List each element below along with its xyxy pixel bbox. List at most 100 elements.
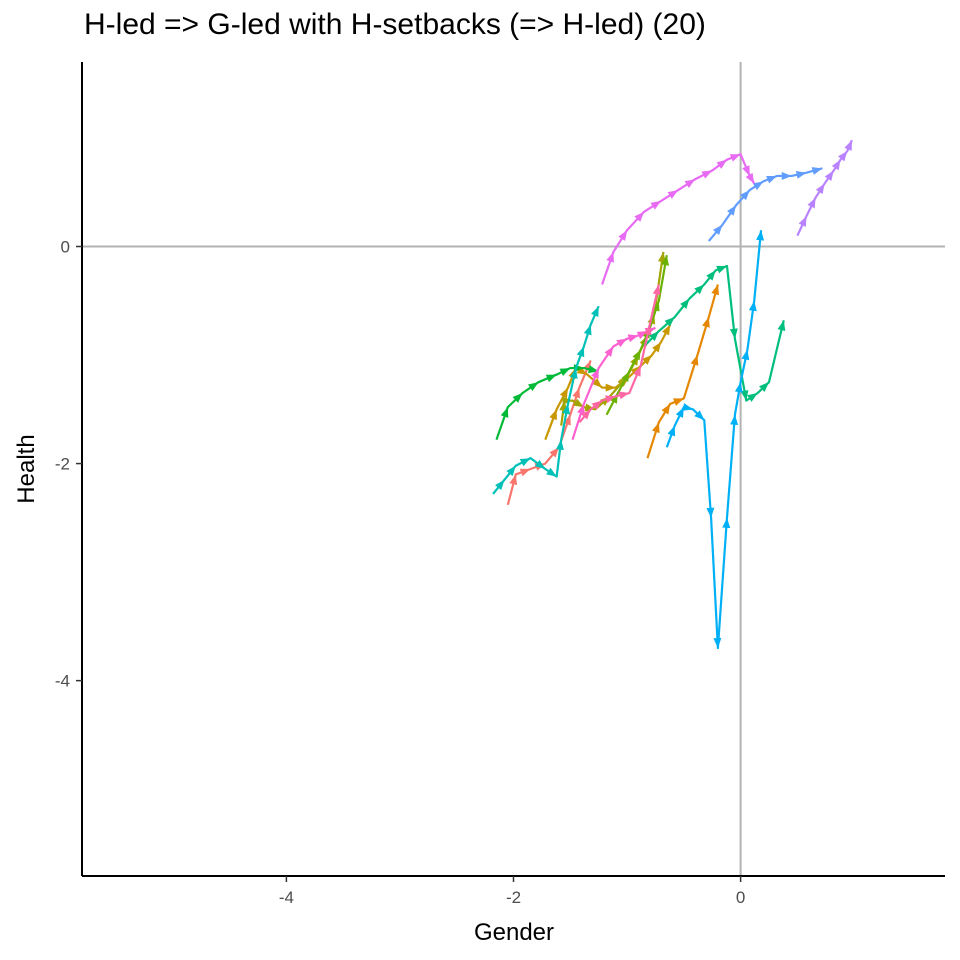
arrowhead-point [727,205,737,216]
arrowhead-point [662,324,671,336]
x-axis-title: Gender [474,919,554,946]
arrowhead-point [500,407,509,418]
tick-marks: -4 -2 0 -4 -2 0 [55,238,745,907]
series-path [578,284,661,424]
arrowhead-point [581,409,591,420]
arrowhead-point [742,165,750,176]
arrowhead-point [661,403,671,415]
arrowhead-point [606,251,614,263]
arrowhead-point [706,270,716,281]
arrowhead-point [730,414,739,426]
arrowhead-point [729,328,738,339]
arrowhead-point [752,181,764,191]
arrowhead-point [549,409,557,421]
arrowhead-point [652,342,662,353]
arrowhead-point [519,458,531,467]
arrowhead-point [549,447,559,458]
arrowhead-point [559,368,571,376]
arrowhead-point [642,355,653,365]
arrowhead-point [712,224,723,236]
arrowhead-point [701,170,713,179]
arrowhead-point [716,265,727,274]
arrowhead-point [633,365,641,377]
arrowhead-point [591,368,599,379]
arrowhead-point [838,150,848,162]
chart-title: H-led => G-led with H-setbacks (=> H-led… [84,8,706,41]
arrowhead-point [604,395,616,404]
reference-lines [82,62,945,876]
arrowhead-point [584,403,596,412]
arrowhead-point [713,637,722,649]
series-path [506,360,592,506]
series-path [646,284,720,459]
x-tick-label: -2 [506,888,521,907]
arrowhead-point [673,398,684,406]
arrowhead-point [643,324,652,336]
arrowhead-point [702,317,710,328]
arrowhead-point [652,284,661,296]
arrowhead-point [664,317,675,327]
arrowhead-point [591,377,603,388]
arrowhead-point [675,407,684,418]
arrowhead-point [650,200,662,210]
series-path [492,305,600,495]
arrowhead-point [591,306,599,317]
series-line [492,305,600,495]
arrowhead-point [716,159,727,169]
arrowhead-point [807,197,816,209]
arrowhead-point [811,167,823,175]
arrowhead-point [627,334,639,343]
arrowhead-point [824,170,834,182]
arrowhead-point [706,507,715,518]
y-tick-label: 0 [61,238,70,257]
arrowhead-point [766,175,777,184]
arrowhead-point [577,403,585,415]
arrowhead-point [711,284,720,296]
arrowhead-point [652,422,660,434]
series-path [665,230,765,650]
arrowhead-point [740,190,750,201]
arrowhead-point [690,355,699,366]
series-line [578,284,660,424]
arrowhead-point [573,398,584,408]
arrowhead-point [506,465,516,477]
arrowhead-point [591,400,603,410]
arrowhead-point [604,346,614,357]
arrowhead-point [556,439,564,451]
arrowhead-point [657,251,666,263]
arrowhead-point [527,382,539,392]
arrowhead-point [684,179,696,188]
x-tick-label: -4 [279,888,294,907]
arrowhead-point [649,331,659,342]
y-tick-label: -2 [55,455,70,474]
arrowhead-point [630,365,641,376]
arrowhead-point [546,467,557,477]
series-line [506,360,592,506]
arrowhead-point [667,190,679,199]
arrowhead-point [831,159,841,171]
series-path [643,264,786,402]
arrowhead-point [605,383,616,392]
arrowhead-point [844,140,852,151]
arrowhead-point [572,387,580,399]
arrowhead-point [748,300,757,312]
arrowhead-point [722,517,731,529]
arrowhead-point [618,230,628,241]
series-layer [492,139,853,650]
arrowhead-point [509,474,518,486]
arrowhead-point [534,459,546,469]
x-tick-label: 0 [736,888,745,907]
arrowhead-point [740,390,749,401]
arrowhead-point [576,366,588,375]
arrowhead-point [682,403,693,411]
arrowhead-point [729,154,741,162]
arrowhead-point [745,172,755,184]
arrowhead-point [583,324,592,336]
arrowhead-point [777,320,786,331]
arrowhead-point [634,211,645,222]
arrowhead-point [781,171,792,180]
arrowhead-point [562,396,573,405]
arrowhead-point [618,391,630,400]
arrowhead-point [747,393,758,402]
